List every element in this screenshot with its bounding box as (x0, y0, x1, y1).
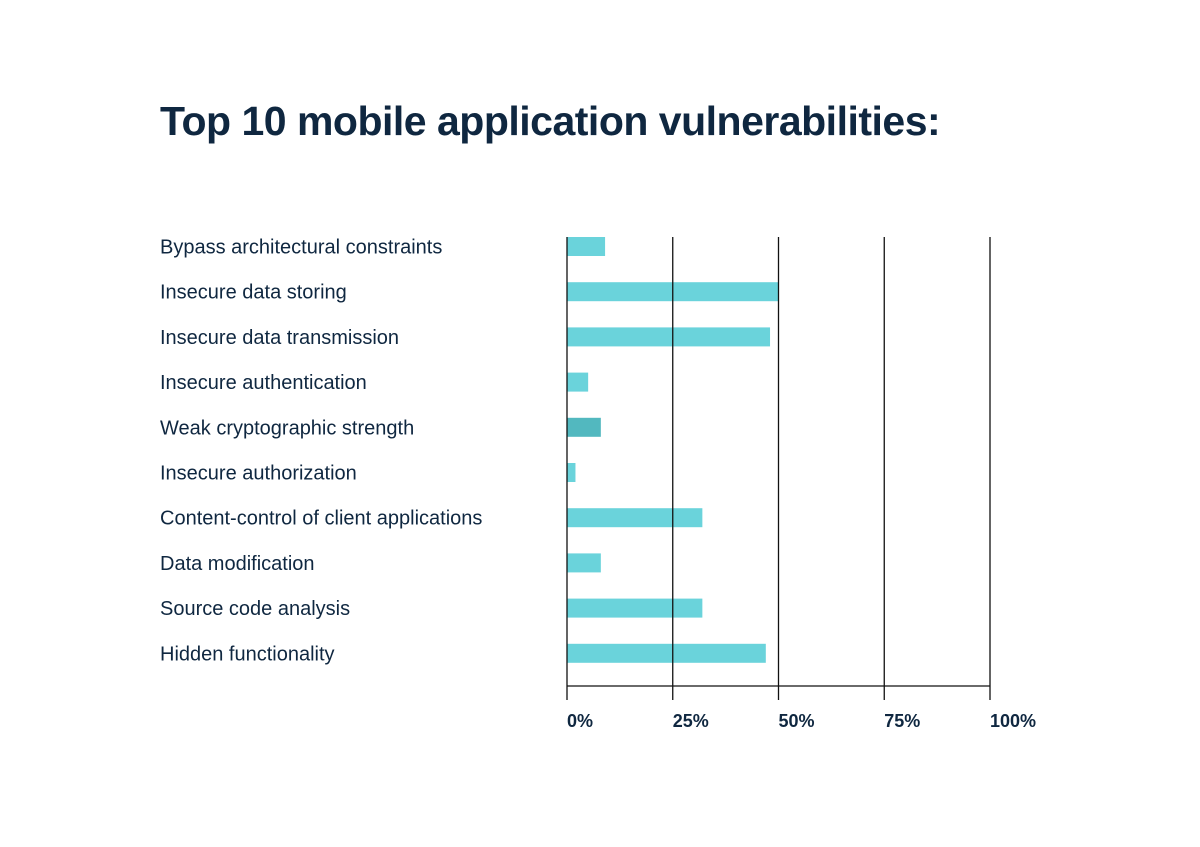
bar (567, 643, 766, 663)
chart-title: Top 10 mobile application vulnerabilitie… (160, 98, 941, 144)
bar (567, 327, 771, 347)
category-label: Source code analysis (160, 598, 350, 620)
bar (567, 463, 576, 482)
category-label: Content-control of client applications (160, 508, 482, 530)
bar (567, 508, 703, 528)
bar (567, 237, 606, 256)
bar (567, 553, 601, 573)
x-tick-label: 100% (990, 711, 1036, 731)
category-label: Insecure data storing (160, 282, 347, 304)
category-label: Insecure data transmission (160, 327, 399, 349)
category-label: Insecure authorization (160, 463, 357, 485)
category-label: Bypass architectural constraints (160, 237, 442, 259)
category-label: Weak cryptographic strength (160, 417, 414, 439)
bar (567, 598, 703, 618)
bar (567, 372, 589, 392)
category-label: Data modification (160, 553, 315, 575)
category-label: Hidden functionality (160, 643, 335, 665)
x-tick-label: 0% (567, 711, 593, 731)
bar (567, 417, 601, 437)
x-tick-label: 50% (779, 711, 815, 731)
category-label: Insecure authentication (160, 372, 367, 394)
x-tick-label: 25% (673, 711, 709, 731)
x-tick-label: 75% (884, 711, 920, 731)
